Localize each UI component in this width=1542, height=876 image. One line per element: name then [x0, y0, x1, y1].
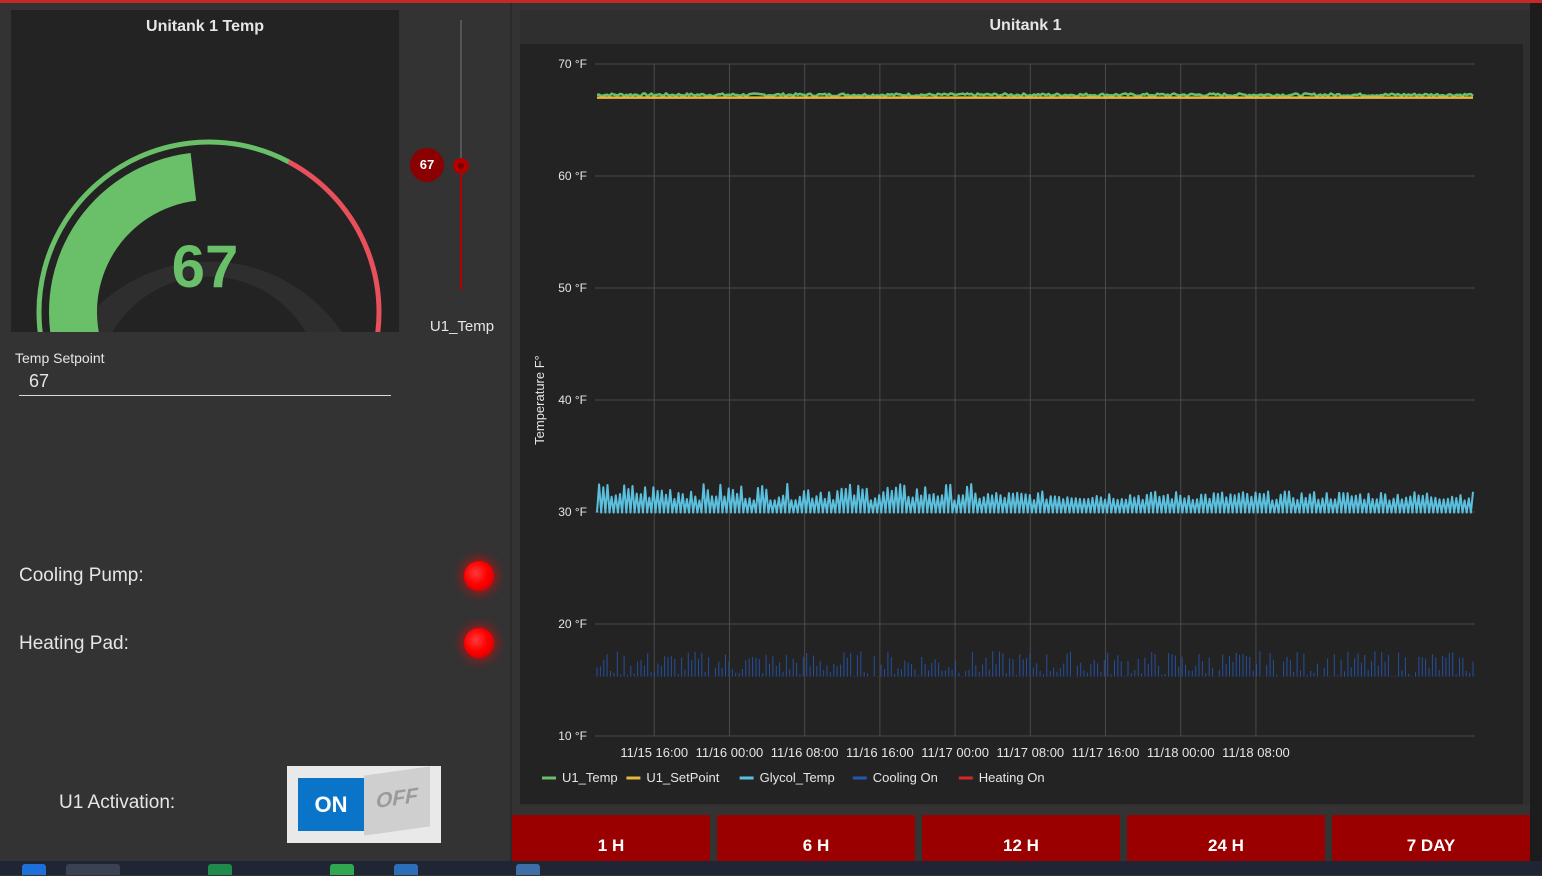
slider-fill: [460, 165, 462, 290]
slider-value-badge: 67: [410, 148, 444, 182]
y-tick-label: 20 °F: [558, 617, 587, 631]
chart-series: [596, 92, 1474, 677]
series-line-u1-temp: [596, 92, 1474, 98]
cooling-pump-led: [464, 561, 494, 591]
mail-taskbar-icon[interactable]: [394, 864, 418, 875]
chart-x-ticks: 11/15 16:00 11/16 00:00 11/16 08:00 11/16 1…: [620, 745, 1289, 760]
range-24h-button[interactable]: 24 H: [1127, 815, 1325, 861]
range-7day-button[interactable]: 7 DAY: [1332, 815, 1530, 861]
windows-start-icon[interactable]: [22, 864, 46, 875]
browser-taskbar-icon[interactable]: [66, 864, 120, 875]
x-tick-label: 11/17 00:00: [921, 745, 989, 760]
chart-legend: U1_Temp U1_SetPoint Glycol_Temp Cooling On H…: [542, 770, 1045, 785]
x-tick-label: 11/16 08:00: [771, 745, 839, 760]
legend-item: Heating On: [958, 770, 1045, 785]
heating-pad-led: [464, 628, 494, 658]
chart-y-axis-label: Temperature F°: [532, 355, 547, 445]
range-12h-button[interactable]: 12 H: [922, 815, 1120, 861]
temperature-gauge: [36, 139, 382, 332]
legend-item: Glycol_Temp: [739, 770, 835, 785]
y-tick-label: 40 °F: [558, 393, 587, 407]
cooling-pump-label: Cooling Pump:: [19, 565, 144, 586]
x-tick-label: 11/17 16:00: [1072, 745, 1140, 760]
setpoint-label: Temp Setpoint: [15, 350, 105, 366]
x-tick-label: 11/16 00:00: [696, 745, 764, 760]
gauge-ring-normal: [36, 139, 290, 332]
x-tick-label: 11/15 16:00: [620, 745, 688, 760]
scrollbar-strip[interactable]: [1530, 3, 1542, 861]
series-line-glycol-temp: [596, 482, 1474, 514]
legend-item: U1_SetPoint: [626, 770, 720, 785]
gauge-card: Unitank 1 Temp 67: [11, 10, 399, 332]
y-tick-label: 30 °F: [558, 505, 587, 519]
setpoint-input[interactable]: [19, 368, 391, 396]
gauge-value: 67: [171, 233, 239, 300]
heating-pad-label: Heating Pad:: [19, 633, 129, 654]
range-1h-button[interactable]: 1 H: [512, 815, 710, 861]
chart-grid: [595, 63, 1475, 737]
y-tick-label: 60 °F: [558, 169, 587, 183]
legend-label: Cooling On: [873, 770, 938, 785]
legend-item: U1_Temp: [542, 770, 618, 785]
x-tick-label: 11/17 08:00: [996, 745, 1064, 760]
legend-label: Glycol_Temp: [760, 770, 835, 785]
x-tick-label: 11/18 00:00: [1147, 745, 1215, 760]
gauge-ring-warning: [287, 159, 382, 332]
range-6h-button[interactable]: 6 H: [717, 815, 915, 861]
chart-title: Unitank 1: [989, 17, 1062, 34]
gauge-value-arc: [49, 153, 197, 332]
window-top-border: [0, 0, 1542, 3]
spreadsheet-taskbar-icon[interactable]: [208, 864, 232, 875]
legend-label: U1_Temp: [562, 770, 618, 785]
temperature-chart: 70 °F 60 °F 50 °F 40 °F 30 °F 20 °F 10 °F 11/1…: [520, 44, 1523, 804]
slider-thumb[interactable]: [451, 156, 471, 176]
legend-item: Cooling On: [852, 770, 938, 785]
y-tick-label: 50 °F: [558, 281, 587, 295]
x-tick-label: 11/18 08:00: [1222, 745, 1290, 760]
legend-label: U1_SetPoint: [646, 770, 719, 785]
slider-track[interactable]: [460, 20, 462, 290]
chart-y-ticks: 70 °F 60 °F 50 °F 40 °F 30 °F 20 °F 10 °F: [558, 57, 587, 743]
app-taskbar-icon[interactable]: [516, 864, 540, 875]
chart-plot-background: [520, 44, 1523, 804]
activation-toggle[interactable]: ON OFF: [287, 766, 441, 843]
gauge-background-arc: [76, 261, 342, 332]
toggle-off-label[interactable]: OFF: [364, 766, 430, 836]
x-tick-label: 11/16 16:00: [846, 745, 914, 760]
toggle-on-label[interactable]: ON: [298, 778, 364, 831]
y-tick-label: 70 °F: [558, 57, 587, 71]
slider-label: U1_Temp: [429, 318, 495, 335]
legend-label: Heating On: [979, 770, 1045, 785]
gauge-title: Unitank 1 Temp: [146, 18, 264, 35]
y-tick-label: 10 °F: [558, 729, 587, 743]
activation-label: U1 Activation:: [59, 792, 176, 813]
series-line-cooling-on: [596, 651, 1474, 677]
panel-divider: [510, 3, 512, 861]
taskbar: [0, 861, 1542, 875]
chat-taskbar-icon[interactable]: [330, 864, 354, 875]
